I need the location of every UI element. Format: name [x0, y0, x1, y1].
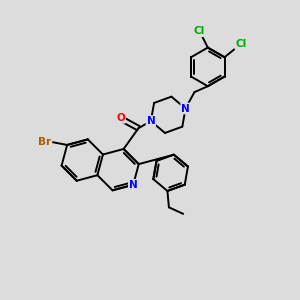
- Text: Br: Br: [38, 137, 51, 147]
- Text: N: N: [181, 103, 190, 113]
- Text: N: N: [129, 180, 138, 190]
- Text: Cl: Cl: [193, 26, 205, 36]
- Text: Cl: Cl: [235, 39, 247, 49]
- Text: N: N: [146, 116, 155, 126]
- Text: O: O: [116, 113, 125, 123]
